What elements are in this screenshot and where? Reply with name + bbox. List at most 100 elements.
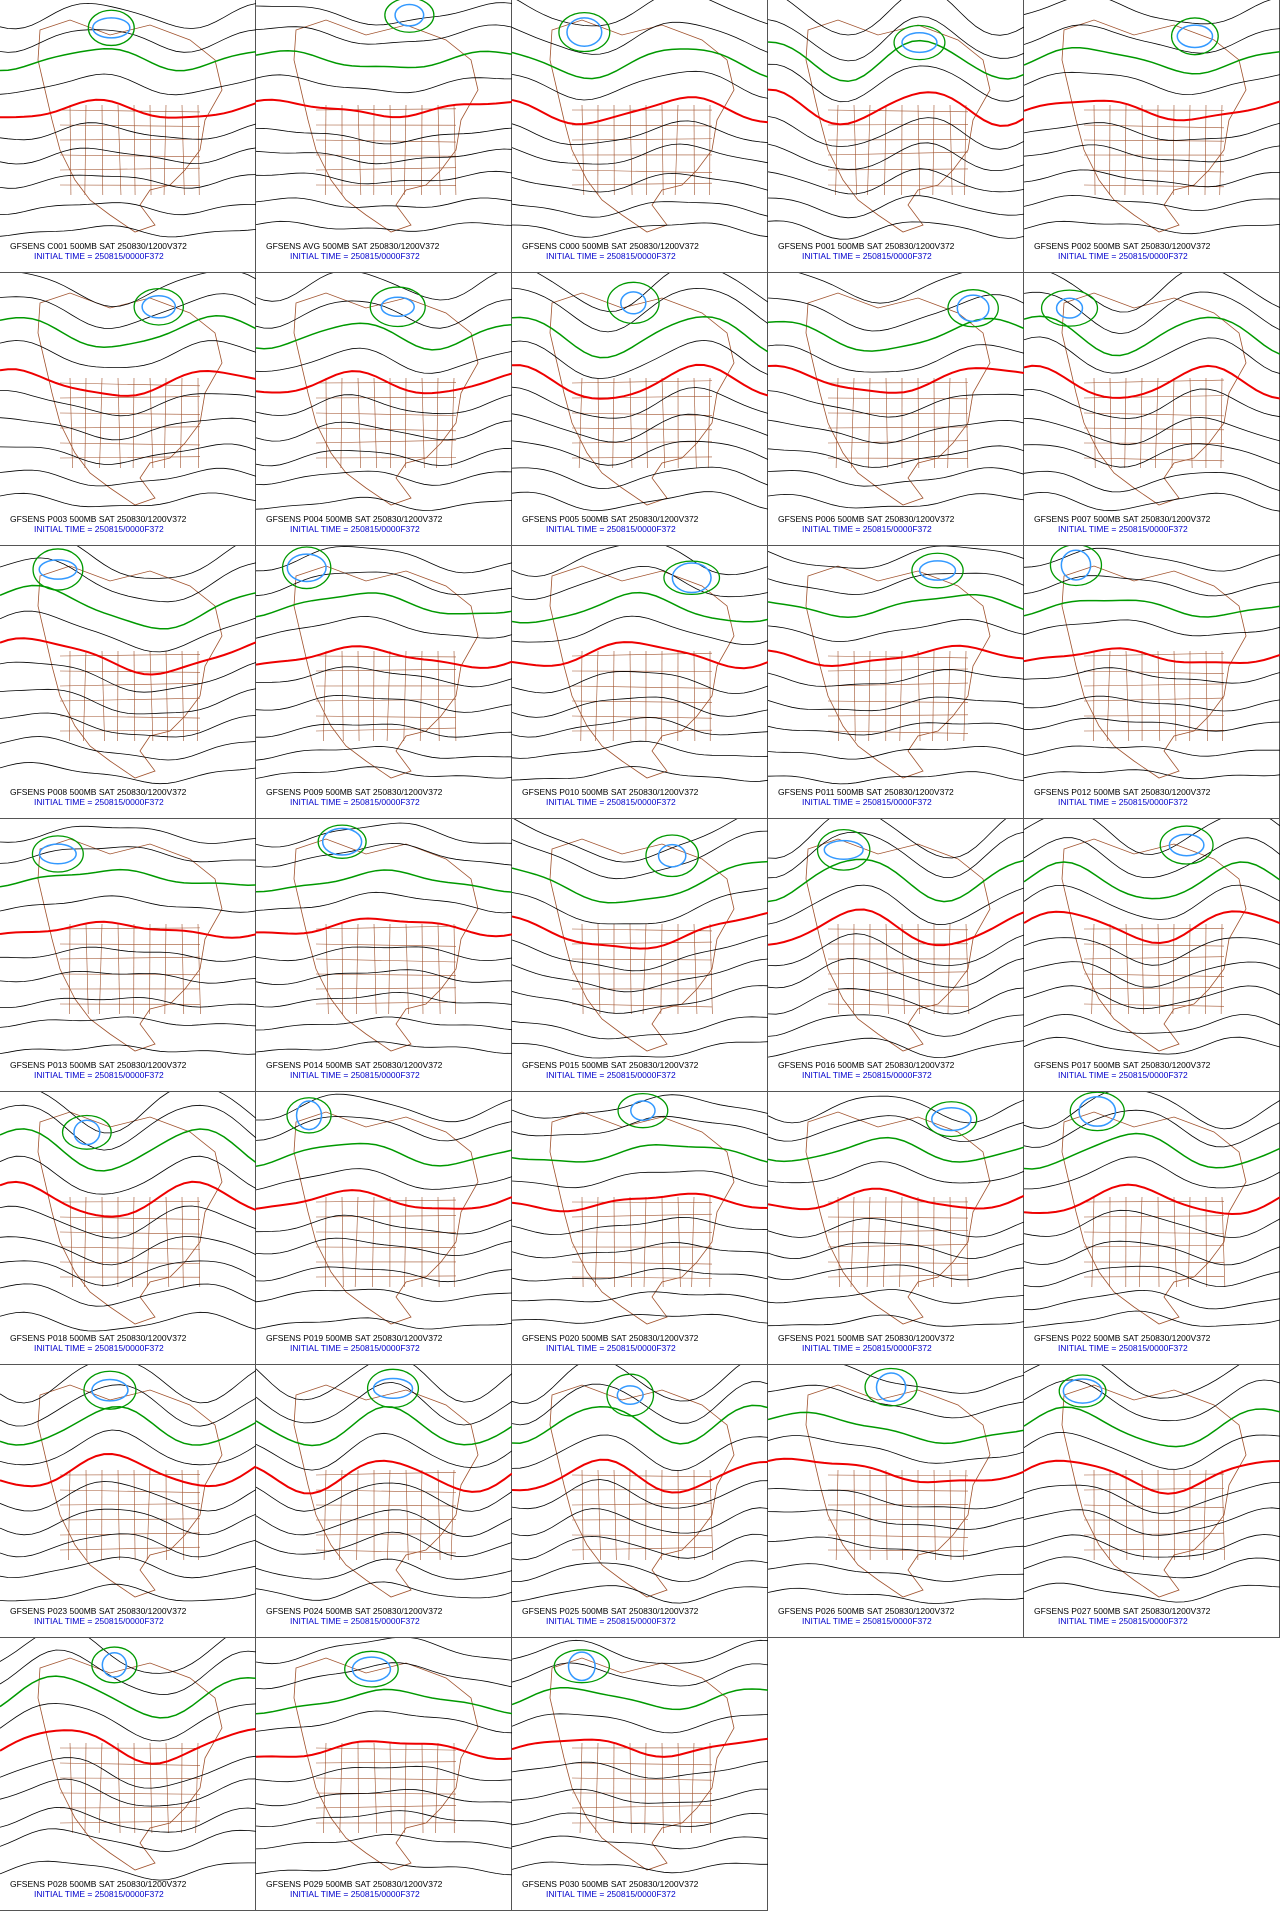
low-center: [366, 1368, 420, 1409]
state-line: [59, 1792, 201, 1795]
map: GFSENS P006 500MB SAT 250830/1200V372INI…: [768, 273, 1024, 534]
contour: [0, 846, 256, 864]
state-line: [885, 377, 888, 469]
state-line: [643, 1196, 647, 1288]
initial-time: INITIAL TIME = 250815/0000F372: [546, 1616, 676, 1626]
contour: [768, 858, 1024, 903]
map-panel: GFSENS P020 500MB SAT 250830/1200V372 INI…: [512, 1092, 768, 1365]
low-center: [553, 1649, 611, 1684]
state-line: [571, 441, 713, 444]
state-line: [629, 104, 633, 196]
panel-header: GFSENS P011 500MB SAT 250830/1200V372: [778, 787, 954, 797]
state-line: [453, 104, 457, 196]
state-line: [677, 1469, 680, 1561]
state-line: [1083, 1487, 1225, 1491]
contour: [256, 1116, 512, 1142]
contour: [1024, 1365, 1240, 1399]
contour: [516, 0, 768, 27]
contour: [256, 347, 512, 374]
contour: [256, 917, 512, 938]
contour: [256, 1788, 512, 1807]
panel-header: GFSENS P005 500MB SAT 250830/1200V372: [522, 514, 699, 524]
state-line: [1091, 923, 1095, 1015]
state-line: [450, 1469, 455, 1561]
state-line: [195, 1742, 199, 1834]
contour: [256, 24, 512, 45]
state-line: [435, 1742, 439, 1834]
initial-time: INITIAL TIME = 250815/0000F372: [802, 1343, 932, 1353]
contour: [512, 860, 768, 904]
initial-time: INITIAL TIME = 250815/0000F372: [802, 1616, 932, 1626]
state-line: [661, 1742, 664, 1834]
contour: [256, 370, 512, 395]
contour: [256, 1365, 512, 1403]
state-line: [1188, 923, 1191, 1015]
contour: [256, 1765, 512, 1783]
state-line: [315, 382, 457, 384]
state-line: [674, 104, 679, 196]
basemap: [1061, 838, 1247, 1052]
state-line: [339, 1742, 343, 1834]
contour: [512, 120, 768, 146]
contour: [512, 1737, 768, 1758]
state-line: [629, 377, 633, 469]
contour: [512, 1404, 768, 1445]
state-line: [1083, 457, 1225, 462]
state-line: [660, 1469, 663, 1561]
map: GFSENS P015 500MB SAT 250830/1200V372INI…: [512, 819, 768, 1080]
state-line: [315, 943, 457, 947]
contour: [512, 985, 768, 1014]
contour: [768, 546, 1024, 569]
state-line: [571, 1805, 713, 1809]
contour: [768, 445, 1024, 468]
state-line: [315, 1199, 457, 1203]
contour: [0, 1481, 256, 1512]
basemap: [805, 1111, 991, 1325]
contour: [768, 1095, 1024, 1124]
state-line: [373, 377, 377, 469]
contour: [256, 1288, 512, 1303]
contour: [512, 1788, 768, 1804]
contour: [0, 712, 256, 738]
state-line: [917, 104, 921, 196]
panel-header: GFSENS P007 500MB SAT 250830/1200V372: [1034, 514, 1211, 524]
state-line: [98, 1742, 103, 1834]
contour: [256, 470, 512, 486]
state-line: [450, 377, 455, 469]
contour: [1024, 491, 1280, 512]
coastline: [37, 1657, 223, 1871]
state-line: [421, 923, 424, 1015]
contour: [1024, 24, 1280, 54]
state-line: [709, 923, 713, 1015]
contour: [256, 842, 512, 868]
state-line: [83, 650, 87, 742]
low-center: [1060, 549, 1092, 581]
state-line: [405, 377, 407, 469]
contour: [1024, 122, 1280, 141]
state-line: [835, 1469, 839, 1561]
state-line: [612, 650, 615, 742]
contour: [0, 1727, 256, 1765]
state-line: [1125, 1469, 1128, 1561]
state-line: [628, 1469, 631, 1561]
state-line: [315, 655, 457, 658]
state-line: [315, 1792, 457, 1795]
state-line: [85, 1469, 88, 1561]
contour: [0, 492, 256, 508]
map-panel: GFSENS P023 500MB SAT 250830/1200V372 INI…: [0, 1365, 256, 1638]
initial-time: INITIAL TIME = 250815/0000F372: [546, 797, 676, 807]
contour: [768, 88, 1024, 127]
contour: [0, 1638, 226, 1674]
low-center: [38, 559, 78, 580]
contour: [512, 1639, 768, 1664]
coastline: [805, 838, 991, 1052]
state-line: [963, 650, 967, 742]
contour: [256, 1688, 512, 1715]
contour: [768, 933, 1024, 967]
map: GFSENS P008 500MB SAT 250830/1200V372INI…: [0, 546, 256, 807]
contour: [0, 314, 256, 348]
initial-time: INITIAL TIME = 250815/0000F372: [1058, 524, 1188, 534]
contour: [1024, 575, 1280, 597]
state-line: [59, 715, 201, 719]
contour: [768, 1037, 1024, 1059]
